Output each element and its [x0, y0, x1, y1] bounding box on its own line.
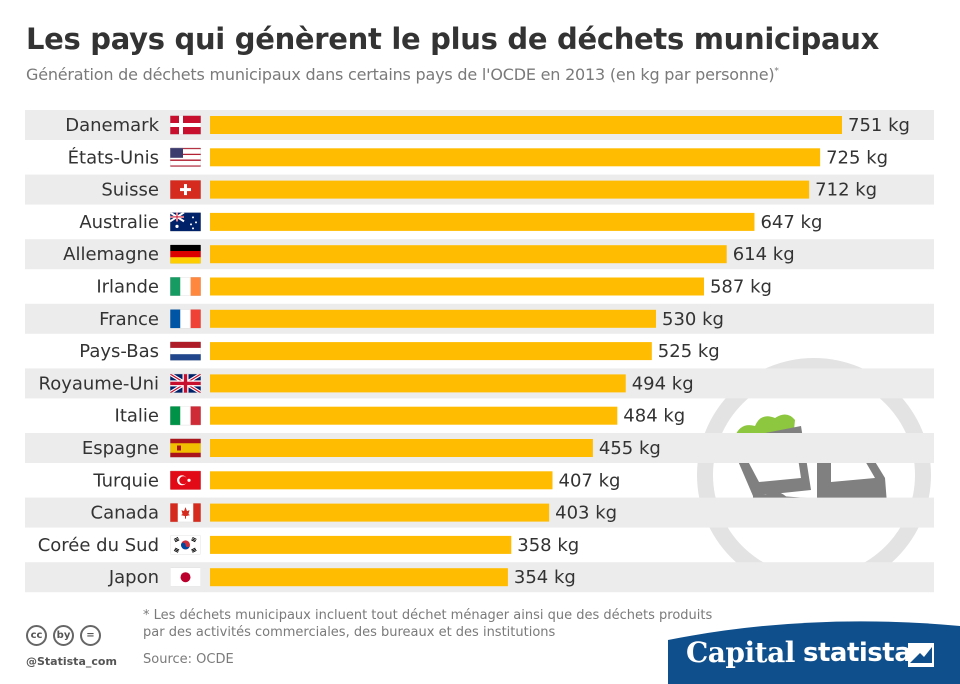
flag-fr-icon [170, 309, 201, 329]
category-label: Turquie [92, 470, 159, 491]
value-label: 407 kg [559, 470, 621, 491]
category-label: Espagne [82, 438, 159, 459]
flag-ch-icon [170, 180, 201, 200]
category-label: Canada [91, 503, 160, 524]
value-label: 494 kg [632, 373, 694, 394]
bar-chart: Danemark 751 kg États-Unis 725 kg Suisse 712 … [25, 110, 934, 593]
value-label: 525 kg [658, 341, 720, 362]
flag-it-icon [170, 406, 201, 426]
source: Source: OCDE [143, 652, 234, 667]
subtitle-text: Génération de déchets municipaux dans ce… [26, 65, 775, 84]
flag-dk-icon [170, 115, 201, 135]
flag-jp-icon [170, 567, 201, 587]
value-label: 354 kg [514, 567, 576, 588]
flag-au-icon [170, 212, 201, 232]
footnote: * Les déchets municipaux incluent tout d… [143, 608, 713, 640]
flag-us-icon [170, 147, 201, 167]
value-label: 751 kg [848, 115, 910, 136]
category-label: États-Unis [68, 146, 159, 168]
bar [210, 245, 727, 264]
value-label: 403 kg [555, 503, 617, 524]
category-label: Italie [115, 406, 159, 427]
chart-subtitle: Génération de déchets municipaux dans ce… [26, 65, 779, 84]
subtitle-footnote-mark: * [774, 66, 779, 77]
flag-ca-icon [170, 503, 201, 523]
bar [210, 342, 652, 361]
statista-handle: @Statista_com [26, 655, 117, 668]
bar [210, 374, 626, 393]
bar [210, 568, 508, 587]
value-label: 358 kg [517, 535, 579, 556]
flag-tr-icon [170, 470, 201, 490]
value-label: 530 kg [662, 309, 724, 330]
category-label: Corée du Sud [38, 535, 159, 556]
category-label: Pays-Bas [79, 341, 159, 362]
license-icons: cc by = [26, 625, 101, 646]
flag-gb-icon [170, 373, 201, 393]
value-label: 712 kg [815, 180, 877, 201]
flag-ie-icon [170, 277, 201, 296]
bar [210, 406, 618, 425]
flag-es-icon [170, 438, 201, 458]
category-label: Australie [79, 212, 159, 233]
bar [210, 212, 755, 231]
category-label: Suisse [101, 180, 159, 201]
bar [210, 277, 704, 296]
category-label: Royaume-Uni [39, 373, 160, 394]
value-label: 455 kg [599, 438, 661, 459]
capital-logo: Capital [686, 636, 795, 669]
bar [210, 439, 593, 457]
statista-logo: statista [803, 638, 912, 668]
bar [210, 180, 810, 199]
chart-title: Les pays qui génèrent le plus de déchets… [26, 22, 880, 56]
value-label: 484 kg [623, 406, 685, 427]
bar [210, 116, 842, 134]
value-label: 647 kg [760, 212, 822, 233]
bar [210, 503, 550, 522]
value-label: 725 kg [826, 147, 888, 168]
chart-rows: Danemark 751 kg États-Unis 725 kg Suisse 712 … [25, 110, 934, 593]
attribution-icon: by [53, 625, 74, 646]
category-label: Irlande [96, 277, 159, 298]
bar [210, 535, 512, 554]
category-label: France [99, 309, 159, 330]
flag-de-icon [170, 244, 201, 264]
category-label: Japon [108, 567, 159, 588]
bar [210, 309, 657, 328]
flag-nl-icon [170, 341, 201, 361]
flag-kr-icon [170, 535, 201, 555]
category-label: Danemark [65, 115, 159, 136]
value-label: 614 kg [733, 244, 795, 265]
bar [210, 471, 553, 490]
bar [210, 148, 821, 167]
no-derivatives-icon: = [80, 625, 101, 646]
value-label: 587 kg [710, 277, 772, 298]
statista-logo-icon [908, 643, 934, 667]
creative-commons-icon: cc [26, 625, 47, 646]
category-label: Allemagne [63, 244, 159, 265]
